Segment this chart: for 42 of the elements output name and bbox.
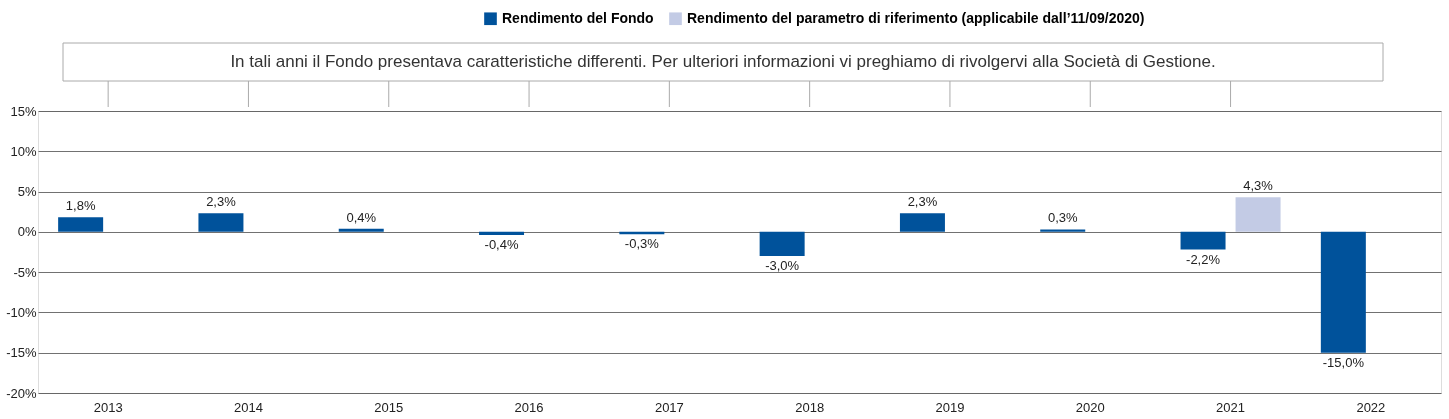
legend-label: Rendimento del Fondo [502,9,654,26]
x-tick-label: 2016 [514,399,544,415]
y-tick-label: -15% [6,345,37,361]
bar [1180,231,1226,250]
x-tick-label: 2015 [374,399,404,415]
data-label: 4,3% [1243,178,1274,194]
bar [479,231,525,236]
bar [1320,231,1366,353]
y-tick-label: 0% [17,224,37,240]
x-tick-label: 2014 [233,399,263,415]
y-tick-label: 15% [10,103,37,119]
data-label: 2,3% [206,194,237,210]
data-label: 1,8% [65,198,96,214]
bar [198,213,244,232]
bar [899,213,945,232]
y-tick-label: -5% [13,264,37,280]
data-label: 2,3% [907,194,938,210]
bar [1235,197,1281,232]
bar [759,231,805,257]
bar [338,228,384,232]
x-tick-label: 2013 [93,399,123,415]
x-tick-label: 2022 [1356,399,1386,415]
x-tick-label: 2020 [1075,399,1105,415]
data-label: -15,0% [1322,354,1365,370]
data-label: -2,2% [1186,251,1221,267]
data-label: -0,3% [624,236,660,252]
y-tick-label: -20% [6,385,37,401]
text: In tali anni il Fondo presentava caratteristiche differenti. Per ulteriori informazioni vi preghiamo di rivolgervi alla Società di Gestione. [230,52,1216,71]
data-label: 0,4% [346,209,377,225]
data-label: -3,0% [765,258,800,274]
data-label: 0,3% [1047,210,1078,226]
x-tick-label: 2021 [1216,399,1246,415]
x-tick-label: 2017 [654,399,684,415]
y-tick-label: -10% [6,304,37,320]
y-tick-label: 5% [17,184,37,200]
legend-label: Rendimento del parametro di riferimento (applicabile dall’11/09/2020) [687,9,1145,26]
bar [58,217,104,232]
y-tick-label: 10% [10,143,37,159]
bar [1040,229,1086,232]
data-label: -0,4% [484,237,519,253]
x-tick-label: 2019 [935,399,965,415]
x-tick-label: 2018 [795,399,825,415]
